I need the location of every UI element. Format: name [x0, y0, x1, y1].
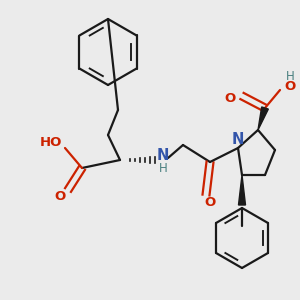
Text: N: N — [232, 133, 244, 148]
Polygon shape — [258, 107, 268, 130]
Text: O: O — [284, 80, 296, 92]
Text: H: H — [286, 70, 294, 83]
Text: N: N — [157, 148, 169, 163]
Text: O: O — [224, 92, 236, 104]
Text: O: O — [204, 196, 216, 209]
Polygon shape — [238, 175, 245, 205]
Text: O: O — [54, 190, 66, 202]
Text: H: H — [159, 161, 167, 175]
Text: HO: HO — [40, 136, 62, 149]
